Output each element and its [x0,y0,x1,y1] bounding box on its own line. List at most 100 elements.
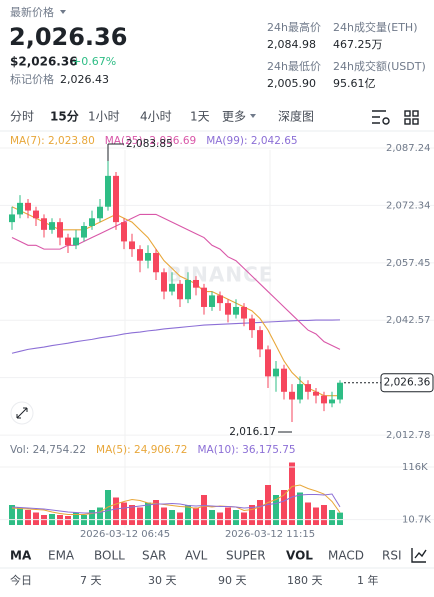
volume-bar [321,505,327,525]
volume-bar [305,502,311,525]
stat-label: 24h成交量(ETH) [333,20,418,34]
y-tick-label: 2,057.45 [386,258,431,269]
high-label: 2,083.85 [126,138,173,150]
candle-body [65,237,71,246]
indicator-tab[interactable]: MACD [328,549,364,563]
price-label[interactable]: 最新价格 [10,5,54,19]
indicator-tab[interactable]: MA [10,549,32,563]
candle-body [97,206,103,219]
candle-body [137,249,143,261]
indicator-tab[interactable]: BOLL [94,549,125,563]
ma-legend: MA(7): 2,023.80 [10,135,95,147]
volume-bar [289,462,295,525]
range-tab[interactable]: 今日 [10,573,32,587]
interval-tab[interactable]: 分时 [10,110,34,124]
candle-body [265,349,271,377]
candle-body [305,384,311,392]
candle-body [313,391,319,396]
volume-bar [233,510,239,525]
volume-bar [337,512,343,525]
candle-body [33,210,39,219]
stat-value: 95.61亿 [333,77,376,90]
interval-tab[interactable]: 15分 [50,109,79,124]
candle-body [81,225,87,238]
interval-tab[interactable]: 1小时 [88,110,120,124]
usd-price: $2,026.36 [10,55,78,69]
volume-bar [329,510,335,525]
last-price-label: 2,026.36 [384,377,431,389]
candle-body [177,283,183,300]
volume-bar [17,507,23,525]
indicator-tab[interactable]: AVL [185,549,208,563]
candle-body [185,279,191,300]
candle-body [233,306,239,315]
indicator-tab[interactable]: SAR [142,549,166,563]
range-tab[interactable]: 90 天 [218,574,247,587]
candle-body [89,218,95,226]
candle-body [297,384,303,400]
volume-bar [65,516,71,525]
ma-legend: MA(25): 2,036.69 [105,135,196,147]
candle-body [201,287,207,307]
volume-bar [153,500,159,525]
volume-bar [313,507,319,525]
dropdown-icon[interactable] [60,10,66,14]
ma-line [11,319,341,354]
vol-legend: Vol: 24,754.22 [10,444,86,456]
candle-body [281,368,287,392]
stat-label: 24h最高价 [267,20,321,34]
volume-bar [161,507,167,525]
stat-value: 467.25万 [333,38,383,51]
settings-icon[interactable] [372,110,390,125]
y-tick-label: 2,042.57 [386,315,431,326]
more-dropdown[interactable] [250,114,256,118]
vol-legend: MA(5): 24,906.72 [96,444,187,456]
range-tab[interactable]: 1 年 [357,573,379,587]
volume-bar [193,507,199,525]
volume-bar [185,505,191,525]
vol-ma-line [11,493,341,514]
volume-bar [209,510,215,525]
volume-bar [281,490,287,525]
candle-body [209,295,215,307]
indicator-tab[interactable]: EMA [48,549,75,563]
indicator-tab[interactable]: SUPER [226,549,266,563]
volume-bar [241,512,247,525]
volume-bar [225,507,231,525]
indicator-tab[interactable]: RSI [382,549,402,563]
candle-body [17,202,23,215]
candle-body [249,318,255,331]
candle-body [121,222,127,242]
range-tab[interactable]: 30 天 [148,574,177,587]
stat-label: 24h成交额(USDT) [333,59,426,73]
candle-body [145,252,151,261]
indicator-tab[interactable]: VOL [286,549,313,563]
y-tick-label: 2,012.78 [386,430,431,441]
volume-bar [89,510,95,525]
interval-tab[interactable]: 4小时 [140,110,172,124]
stat-label: 24h最低价 [267,60,321,73]
volume-bar [97,507,103,525]
change: +0.67% [72,55,116,68]
candle-body [153,252,159,273]
interval-tab[interactable]: 更多 [222,110,246,124]
interval-tab[interactable]: 深度图 [278,109,314,124]
candle-body [49,222,55,230]
chart-tool-icon[interactable] [411,548,427,563]
interval-tab[interactable]: 1天 [190,110,210,124]
candle-body [193,279,199,288]
volume-bar [137,507,143,525]
range-tab[interactable]: 7 天 [80,574,102,587]
volume-bar [33,512,39,525]
last-price-box [380,373,434,393]
volume-bar [217,512,223,525]
volume-bar [25,510,31,525]
range-tab[interactable]: 180 天 [287,574,323,587]
layout-icon[interactable] [404,110,419,125]
vol-ma-line [11,484,341,515]
vol-tick-label: 10.7K [402,515,431,526]
candle-body [161,272,167,292]
volume-bar [129,505,135,525]
